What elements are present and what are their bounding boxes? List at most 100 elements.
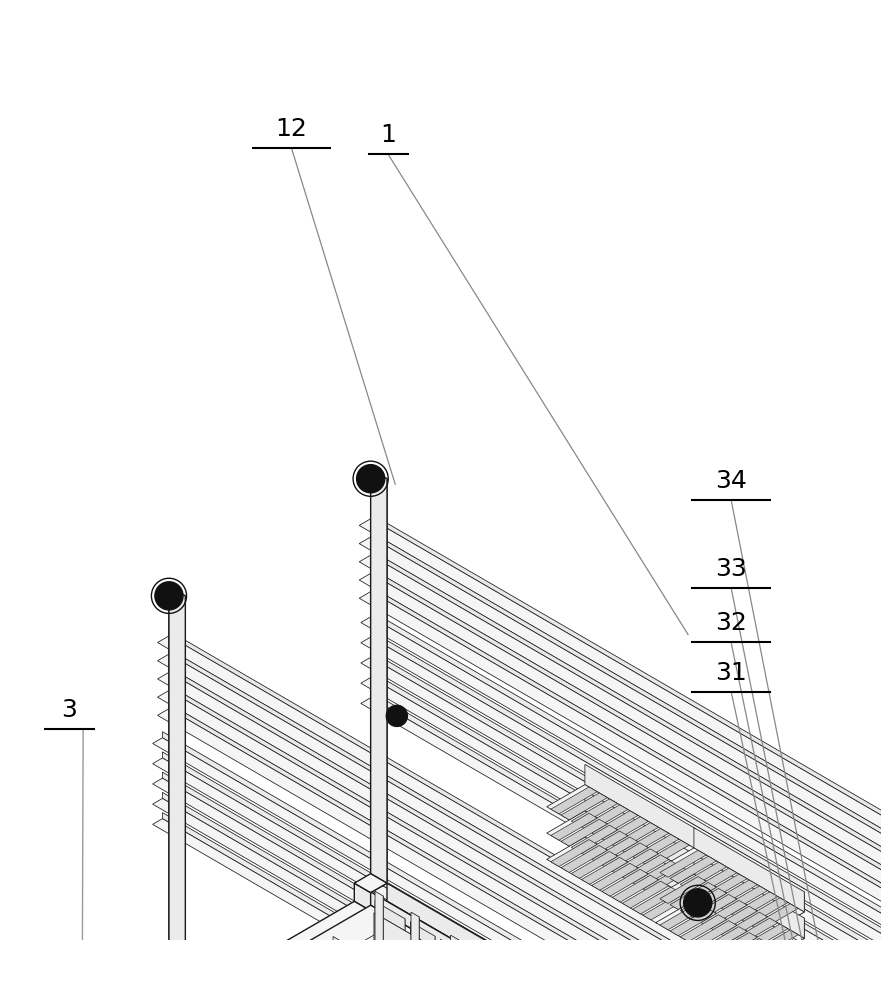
Polygon shape xyxy=(364,954,389,968)
Polygon shape xyxy=(711,880,758,907)
Polygon shape xyxy=(703,984,714,995)
Polygon shape xyxy=(700,874,747,901)
Polygon shape xyxy=(361,637,882,959)
Polygon shape xyxy=(691,921,736,948)
Circle shape xyxy=(386,705,407,726)
Polygon shape xyxy=(153,778,707,1000)
Text: 12: 12 xyxy=(275,117,308,141)
Polygon shape xyxy=(346,990,370,1000)
Polygon shape xyxy=(354,968,378,982)
Polygon shape xyxy=(655,901,804,987)
Polygon shape xyxy=(306,987,331,1000)
Polygon shape xyxy=(440,954,465,995)
Polygon shape xyxy=(632,887,679,914)
Polygon shape xyxy=(370,901,882,1000)
Polygon shape xyxy=(162,732,707,1000)
Polygon shape xyxy=(340,940,462,1000)
Polygon shape xyxy=(380,919,405,960)
Polygon shape xyxy=(336,951,497,1000)
Polygon shape xyxy=(655,848,804,934)
Polygon shape xyxy=(602,817,648,844)
Polygon shape xyxy=(572,851,617,878)
Polygon shape xyxy=(751,904,798,931)
Polygon shape xyxy=(592,837,638,864)
Polygon shape xyxy=(361,617,882,939)
Polygon shape xyxy=(361,657,882,980)
Polygon shape xyxy=(370,587,882,908)
Polygon shape xyxy=(766,944,804,987)
Polygon shape xyxy=(409,980,434,994)
Polygon shape xyxy=(643,867,689,894)
Polygon shape xyxy=(612,849,659,876)
Polygon shape xyxy=(731,944,778,971)
Polygon shape xyxy=(572,825,617,852)
Polygon shape xyxy=(561,793,608,820)
Polygon shape xyxy=(153,798,707,1000)
Polygon shape xyxy=(698,893,714,1000)
Polygon shape xyxy=(371,958,396,972)
Text: 1: 1 xyxy=(380,123,396,147)
Polygon shape xyxy=(632,834,679,861)
Polygon shape xyxy=(698,903,714,1000)
Polygon shape xyxy=(410,922,435,963)
Polygon shape xyxy=(700,900,747,927)
Polygon shape xyxy=(370,532,882,853)
Polygon shape xyxy=(694,828,804,912)
Polygon shape xyxy=(367,966,383,976)
Polygon shape xyxy=(623,881,669,908)
Polygon shape xyxy=(585,764,695,849)
Polygon shape xyxy=(694,880,804,965)
Polygon shape xyxy=(547,837,695,923)
Polygon shape xyxy=(370,692,882,1000)
Polygon shape xyxy=(742,898,788,925)
Polygon shape xyxy=(670,883,716,909)
Polygon shape xyxy=(375,891,383,971)
Polygon shape xyxy=(487,956,495,1000)
Polygon shape xyxy=(313,991,338,1000)
Polygon shape xyxy=(370,671,882,994)
Polygon shape xyxy=(381,917,504,1000)
Polygon shape xyxy=(169,596,185,1000)
Polygon shape xyxy=(158,654,714,977)
Polygon shape xyxy=(411,917,419,996)
Polygon shape xyxy=(162,772,707,1000)
Polygon shape xyxy=(721,886,767,913)
Polygon shape xyxy=(386,967,411,981)
Polygon shape xyxy=(410,936,435,977)
Circle shape xyxy=(155,582,183,610)
Polygon shape xyxy=(153,738,707,1000)
Polygon shape xyxy=(581,857,628,884)
Polygon shape xyxy=(365,974,390,989)
Polygon shape xyxy=(711,906,758,933)
Polygon shape xyxy=(162,752,707,1000)
Polygon shape xyxy=(585,791,695,875)
Polygon shape xyxy=(632,861,679,888)
Polygon shape xyxy=(427,990,452,1000)
Polygon shape xyxy=(323,977,348,992)
Circle shape xyxy=(684,889,712,917)
Polygon shape xyxy=(415,984,440,998)
Polygon shape xyxy=(370,514,882,835)
Text: 3: 3 xyxy=(61,698,77,722)
Polygon shape xyxy=(623,855,669,882)
Polygon shape xyxy=(405,977,430,992)
Polygon shape xyxy=(670,856,716,883)
Polygon shape xyxy=(751,956,798,983)
Polygon shape xyxy=(399,994,423,1000)
Polygon shape xyxy=(670,909,716,936)
Polygon shape xyxy=(680,915,727,942)
Polygon shape xyxy=(440,939,465,980)
Polygon shape xyxy=(376,960,400,975)
Polygon shape xyxy=(451,935,459,1000)
Polygon shape xyxy=(387,987,412,1000)
Circle shape xyxy=(356,465,385,493)
Polygon shape xyxy=(358,970,383,985)
Polygon shape xyxy=(370,479,387,893)
Polygon shape xyxy=(438,997,463,1000)
Polygon shape xyxy=(370,469,387,883)
Polygon shape xyxy=(691,868,736,895)
Polygon shape xyxy=(585,817,695,901)
Polygon shape xyxy=(356,931,405,960)
Polygon shape xyxy=(353,994,377,1000)
Polygon shape xyxy=(657,828,695,871)
